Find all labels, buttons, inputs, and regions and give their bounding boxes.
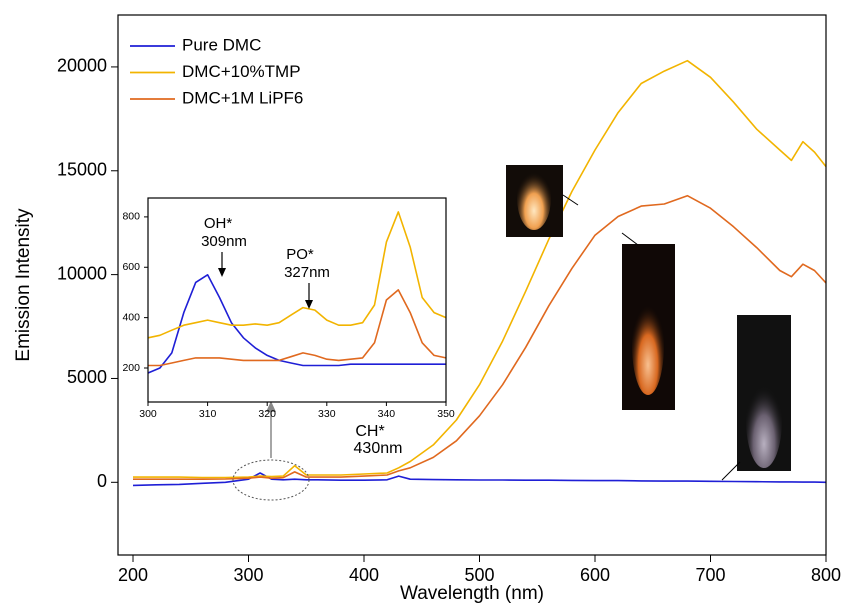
y-tick-label: 600 [122,261,140,273]
y-tick-label: 15000 [57,160,107,180]
x-tick-label: 350 [437,408,455,420]
plot-area [148,198,446,402]
x-tick-label: 300 [233,565,263,585]
x-tick-label: 340 [378,408,396,420]
series-line [148,289,447,367]
y-tick-label: 20000 [57,56,107,76]
annotation: 309nm [201,233,247,250]
annotation: OH* [204,215,233,232]
leader-line [621,232,639,246]
x-axis-label: Wavelength (nm) [400,583,544,604]
annotation: 430nm [354,440,403,457]
y-tick-label: 0 [97,471,107,491]
x-tick-label: 310 [199,408,217,420]
x-tick-label: 330 [318,408,336,420]
x-tick-label: 800 [811,565,841,585]
flame [517,166,551,230]
series-line [132,472,827,487]
y-tick-label: 800 [122,211,140,223]
leader-line [721,461,741,481]
series-line [133,194,827,480]
x-tick-label: 320 [258,408,276,420]
legend-label: DMC+10%TMP [182,62,301,81]
annotation: PO* [286,246,314,263]
x-tick-label: 700 [695,565,725,585]
x-tick-label: 600 [580,565,610,585]
y-tick-label: 200 [122,362,140,374]
zoom-arrow-head [266,401,276,412]
annotation: 327nm [284,264,330,281]
legend-label: Pure DMC [182,35,261,54]
plot-frame [117,14,827,556]
flame [746,372,782,468]
leader-line [562,194,579,206]
series-line [147,211,447,339]
x-tick-label: 500 [464,565,494,585]
zoom-region [232,459,310,501]
annotation-arrow-head [218,268,226,277]
annotation-arrow-head [305,300,313,309]
inset-plot: 300 310 320 330 340 350 200 400 600 800 OH*309nm PO… [122,197,455,420]
flame [632,295,664,395]
x-tick-label: 400 [349,565,379,585]
flame-photos [506,165,791,481]
y-tick-label: 5000 [67,367,107,387]
legend-label: DMC+1M LiPF6 [182,88,303,107]
y-tick-label: 400 [122,311,140,323]
series-line [147,274,446,374]
annotation: CH* [355,423,384,440]
x-tick-label: 300 [139,408,157,420]
y-axis-label: Emission Intensity [13,208,34,362]
y-tick-label: 10000 [57,263,107,283]
plot-frame [147,197,447,403]
x-tick-label: 200 [118,565,148,585]
series-line [133,59,827,479]
